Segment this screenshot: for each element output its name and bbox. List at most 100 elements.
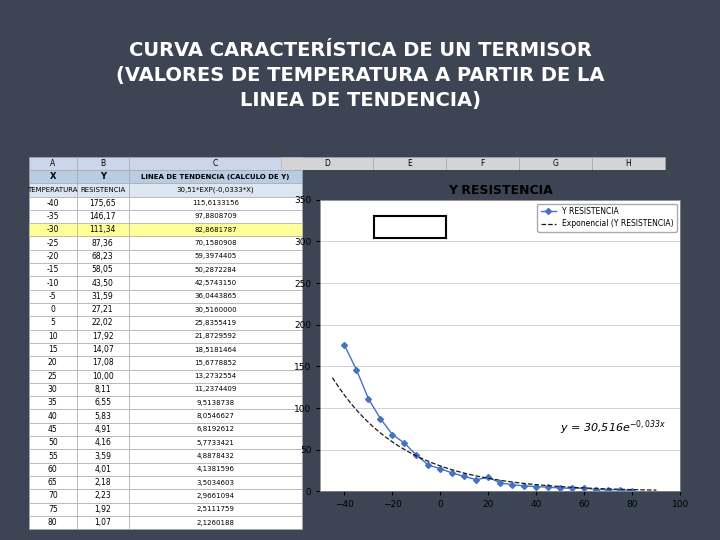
Y RESISTENCIA bbox=[556, 485, 564, 491]
Bar bbox=[29, 343, 76, 356]
Text: 65: 65 bbox=[48, 478, 58, 487]
Bar bbox=[129, 289, 302, 303]
Bar bbox=[129, 503, 302, 516]
Text: 82,8681787: 82,8681787 bbox=[194, 227, 237, 233]
Text: 115,6133156: 115,6133156 bbox=[192, 200, 239, 206]
Text: -10: -10 bbox=[47, 279, 59, 287]
Text: RESISTENCIA: RESISTENCIA bbox=[80, 187, 125, 193]
Bar bbox=[29, 237, 76, 249]
Bar bbox=[76, 276, 129, 289]
Bar bbox=[29, 183, 76, 197]
Bar bbox=[129, 449, 302, 463]
Text: 8,11: 8,11 bbox=[94, 385, 111, 394]
Text: 15,6778852: 15,6778852 bbox=[194, 360, 237, 366]
Y RESISTENCIA bbox=[532, 483, 541, 490]
Text: -25: -25 bbox=[47, 239, 59, 248]
Bar bbox=[76, 396, 129, 409]
Text: 50,2872284: 50,2872284 bbox=[194, 267, 237, 273]
Text: 10,00: 10,00 bbox=[91, 372, 114, 381]
Bar bbox=[76, 303, 129, 316]
Y RESISTENCIA bbox=[496, 480, 505, 487]
Text: 45: 45 bbox=[48, 425, 58, 434]
Text: 2,5111759: 2,5111759 bbox=[197, 506, 235, 512]
Bar bbox=[76, 516, 129, 529]
Text: 4,16: 4,16 bbox=[94, 438, 111, 447]
Text: 4,8878432: 4,8878432 bbox=[197, 453, 235, 459]
Y RESISTENCIA bbox=[352, 366, 361, 373]
Text: LINEA DE TENDENCIA (CALCULO DE Y): LINEA DE TENDENCIA (CALCULO DE Y) bbox=[141, 173, 289, 180]
Text: X: X bbox=[50, 172, 56, 181]
Exponencial (Y RESISTENCIA) bbox=[652, 487, 661, 494]
Text: 2,23: 2,23 bbox=[94, 491, 111, 501]
Text: 8,0546627: 8,0546627 bbox=[197, 413, 235, 419]
Y RESISTENCIA bbox=[436, 465, 445, 472]
Y RESISTENCIA bbox=[592, 487, 600, 493]
Text: -20: -20 bbox=[47, 252, 59, 261]
Line: Y RESISTENCIA: Y RESISTENCIA bbox=[342, 343, 634, 492]
Bar bbox=[129, 316, 302, 329]
Bar bbox=[76, 157, 129, 170]
Y RESISTENCIA bbox=[364, 395, 373, 402]
Y RESISTENCIA bbox=[628, 487, 636, 494]
Bar bbox=[129, 476, 302, 489]
Text: 40: 40 bbox=[48, 411, 58, 421]
Exponencial (Y RESISTENCIA) bbox=[564, 484, 572, 490]
Text: D: D bbox=[324, 159, 330, 168]
Bar bbox=[76, 263, 129, 276]
Text: 80: 80 bbox=[48, 518, 58, 527]
Bar bbox=[129, 436, 302, 449]
Bar bbox=[76, 223, 129, 237]
Legend: Y RESISTENCIA, Exponencial (Y RESISTENCIA): Y RESISTENCIA, Exponencial (Y RESISTENCI… bbox=[537, 204, 677, 232]
Bar bbox=[446, 157, 519, 170]
Bar bbox=[76, 237, 129, 249]
Text: G: G bbox=[552, 159, 558, 168]
Bar bbox=[129, 383, 302, 396]
Text: 14,07: 14,07 bbox=[91, 345, 114, 354]
Bar bbox=[76, 476, 129, 489]
Text: 42,5743150: 42,5743150 bbox=[194, 280, 237, 286]
Bar bbox=[29, 369, 76, 383]
Bar bbox=[76, 369, 129, 383]
Text: 30,5160000: 30,5160000 bbox=[194, 307, 237, 313]
Y RESISTENCIA bbox=[340, 342, 348, 348]
Text: B: B bbox=[100, 159, 105, 168]
Text: 25: 25 bbox=[48, 372, 58, 381]
Text: 5,83: 5,83 bbox=[94, 411, 111, 421]
Text: F: F bbox=[480, 159, 485, 168]
Text: 21,8729592: 21,8729592 bbox=[194, 333, 237, 339]
Bar bbox=[76, 249, 129, 263]
Bar bbox=[76, 183, 129, 197]
Text: -30: -30 bbox=[47, 225, 59, 234]
Bar bbox=[592, 157, 665, 170]
Text: 68,23: 68,23 bbox=[92, 252, 114, 261]
Y RESISTENCIA bbox=[604, 487, 613, 493]
Bar bbox=[76, 423, 129, 436]
Text: 146,17: 146,17 bbox=[89, 212, 116, 221]
Text: 60: 60 bbox=[48, 465, 58, 474]
Text: 36,0443865: 36,0443865 bbox=[194, 293, 237, 299]
Text: 2,1260188: 2,1260188 bbox=[197, 519, 235, 525]
Text: 35: 35 bbox=[48, 399, 58, 407]
Y RESISTENCIA bbox=[388, 431, 397, 438]
Bar bbox=[29, 436, 76, 449]
Text: 70: 70 bbox=[48, 491, 58, 501]
Text: 17,08: 17,08 bbox=[92, 359, 114, 367]
Bar bbox=[29, 197, 76, 210]
Bar bbox=[76, 316, 129, 329]
Text: A: A bbox=[50, 159, 55, 168]
Y RESISTENCIA bbox=[412, 452, 420, 458]
Exponencial (Y RESISTENCIA) bbox=[532, 482, 541, 488]
Y RESISTENCIA bbox=[460, 473, 469, 480]
Title: Y RESISTENCIA: Y RESISTENCIA bbox=[448, 184, 553, 197]
Bar bbox=[129, 356, 302, 369]
Text: y = 30,516e$^{-0,0\mathregular{33}x}$: y = 30,516e$^{-0,0\mathregular{33}x}$ bbox=[560, 418, 666, 436]
Bar bbox=[129, 369, 302, 383]
Bar bbox=[129, 249, 302, 263]
Exponencial (Y RESISTENCIA) bbox=[562, 484, 570, 490]
Bar bbox=[281, 157, 373, 170]
Bar bbox=[29, 157, 76, 170]
Bar bbox=[76, 329, 129, 343]
Text: 30,51*EXP(-0,0333*X): 30,51*EXP(-0,0333*X) bbox=[176, 187, 254, 193]
Exponencial (Y RESISTENCIA) bbox=[367, 422, 376, 428]
Y RESISTENCIA bbox=[568, 485, 577, 491]
